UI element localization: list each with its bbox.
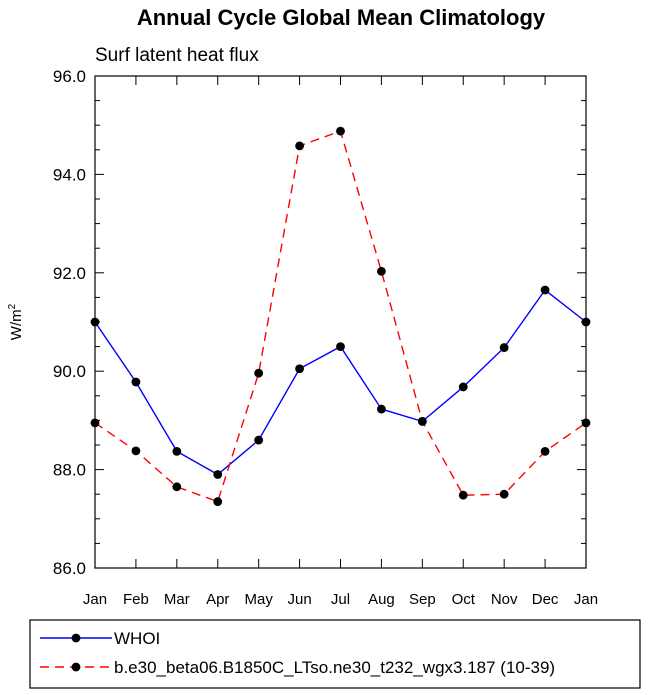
series-1-point — [295, 364, 304, 374]
y-tick-label: 90.0 — [53, 362, 86, 381]
series-1-point — [540, 285, 550, 295]
x-tick-label: Jan — [83, 591, 107, 608]
series-line-2 — [94, 130, 587, 503]
series-2-point — [417, 416, 427, 426]
series-2-point — [213, 497, 223, 506]
series-2-point — [131, 446, 141, 456]
series-2-point — [458, 490, 468, 500]
series-2-point — [254, 368, 264, 378]
series-2-point — [336, 126, 345, 136]
x-tick-label: Dec — [532, 591, 559, 608]
legend-box — [29, 619, 641, 689]
series-line-1 — [94, 289, 587, 476]
series-1-point — [254, 435, 264, 445]
series-2-point — [172, 482, 182, 492]
plot-frame — [94, 75, 587, 569]
series-1-point — [377, 404, 386, 414]
x-tick-label: May — [244, 591, 273, 608]
series-1-point — [131, 377, 141, 387]
x-tick-label: Aug — [368, 591, 395, 608]
series-1-point — [458, 382, 468, 392]
y-tick-label: 94.0 — [53, 165, 86, 184]
y-tick-label: 88.0 — [53, 461, 86, 480]
x-tick-label: Oct — [452, 591, 476, 608]
y-tick-label: 86.0 — [53, 559, 86, 578]
legend-label-2: b.e30_beta06.B1850C_LTso.ne30_t232_wgx3.… — [114, 658, 555, 677]
x-tick-label: Jan — [574, 591, 598, 608]
series-1-point — [213, 470, 223, 479]
chart-title: Annual Cycle Global Mean Climatology — [137, 5, 546, 30]
series-2-point — [295, 141, 304, 151]
series-2-point — [540, 446, 550, 456]
series-2-point — [377, 266, 386, 276]
x-tick-label: Apr — [206, 591, 229, 608]
legend-label-1: WHOI — [114, 629, 160, 648]
y-axis-label: W/m2 — [7, 303, 25, 340]
x-tick-label: Nov — [491, 591, 518, 608]
series-1-point — [90, 317, 100, 327]
legend-marker-2 — [71, 662, 81, 672]
chart-subtitle: Surf latent heat flux — [95, 45, 259, 66]
x-tick-label: Mar — [164, 591, 190, 608]
y-tick-label: 92.0 — [53, 264, 86, 283]
series-1-point — [499, 343, 509, 352]
series-1-point — [336, 342, 345, 351]
legend-marker-1 — [71, 633, 81, 643]
series-1-point — [172, 446, 182, 456]
series-2-point — [90, 418, 100, 428]
series-2-point — [581, 418, 591, 428]
x-tick-label: Feb — [123, 591, 149, 608]
x-tick-label: Jun — [287, 591, 311, 608]
series-1-point — [581, 317, 591, 327]
series-2-point — [499, 489, 509, 499]
y-tick-label: 96.0 — [53, 67, 86, 86]
x-tick-label: Jul — [331, 591, 350, 608]
x-tick-label: Sep — [409, 591, 436, 608]
